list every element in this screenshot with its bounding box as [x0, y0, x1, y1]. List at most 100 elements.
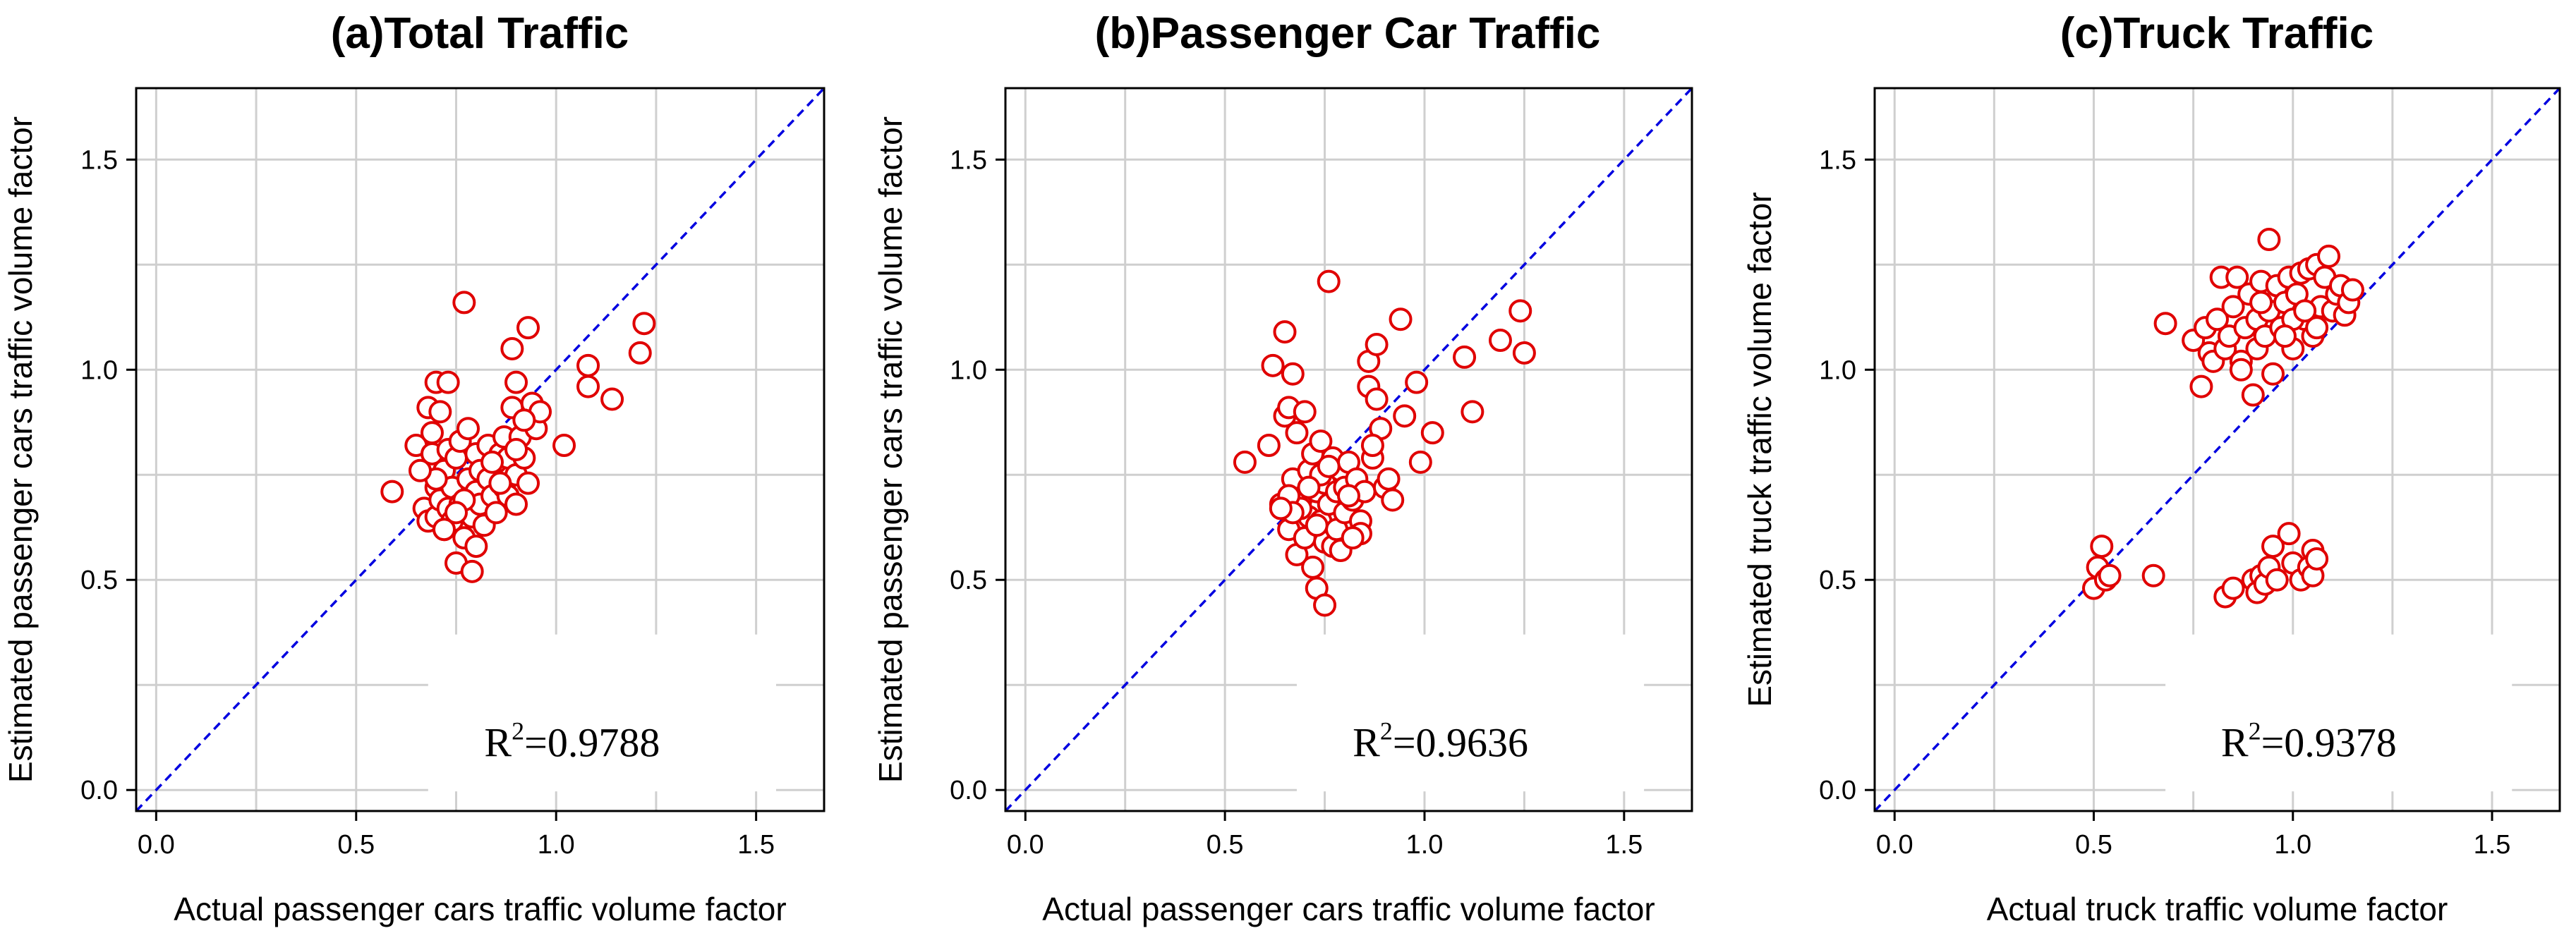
- r-value: =0.9788: [524, 720, 660, 766]
- data-point: [632, 312, 656, 336]
- r-value: =0.9636: [1393, 720, 1528, 766]
- data-point: [1301, 555, 1325, 579]
- y-tick-label: 1.0: [950, 355, 987, 385]
- x-tick-label: 1.0: [2274, 830, 2311, 860]
- chart-title: (c)Truck Traffic: [2060, 9, 2374, 58]
- x-axis-label: Actual passenger cars traffic volume fac…: [1042, 891, 1655, 927]
- x-tick-label: 1.5: [737, 830, 775, 860]
- r-symbol: R: [1353, 720, 1380, 766]
- y-tick-label: 1.0: [80, 355, 118, 385]
- data-point: [1233, 450, 1257, 474]
- data-point: [1389, 307, 1413, 331]
- data-point: [516, 471, 540, 495]
- data-point: [484, 501, 508, 525]
- y-tick-label: 0.0: [1819, 776, 1856, 805]
- data-point: [1360, 434, 1384, 458]
- r-squared-annotation: R2=0.9636: [1353, 717, 1528, 766]
- chart-title: (a)Total Traffic: [331, 9, 629, 58]
- data-point: [428, 400, 452, 424]
- y-tick-label: 0.0: [950, 776, 987, 805]
- chart-title: (b)Passenger Car Traffic: [1095, 9, 1601, 58]
- x-tick-label: 0.0: [1007, 830, 1044, 860]
- data-point: [1309, 429, 1333, 453]
- data-point: [444, 501, 468, 525]
- y-axis-label: Estimated truck traffic volume factor: [1741, 192, 1778, 707]
- chart-panel-2: 0.0 0.5 1.0 1.5 0.0 0.5 1.0 1.5 (b)Passenger Car…: [872, 9, 1693, 927]
- data-point: [460, 559, 484, 583]
- data-point: [2189, 374, 2213, 398]
- annotation-background: [1296, 634, 1645, 792]
- data-point: [452, 291, 476, 315]
- y-tick-label: 1.0: [1819, 355, 1856, 385]
- y-tick-label: 0.0: [80, 776, 118, 805]
- chart-panel-3: 0.0 0.5 1.0 1.5 0.0 0.5 1.0 1.5 (c)Truck Traffic…: [1741, 9, 2561, 927]
- data-point: [2305, 316, 2329, 340]
- data-points: [2081, 228, 2364, 609]
- data-point: [504, 370, 528, 394]
- x-axis-label: Actual truck traffic volume factor: [1987, 891, 2448, 927]
- data-point: [456, 417, 480, 441]
- data-point: [2317, 244, 2341, 268]
- data-point: [436, 370, 460, 394]
- x-tick-label: 0.0: [1876, 830, 1913, 860]
- data-point: [628, 341, 652, 365]
- y-tick-label: 0.5: [1819, 566, 1856, 595]
- data-point: [2265, 568, 2289, 592]
- data-point: [1453, 345, 1477, 369]
- data-point: [2206, 307, 2229, 331]
- data-point: [2241, 383, 2265, 407]
- data-point: [2340, 278, 2364, 302]
- data-point: [2277, 522, 2301, 546]
- x-tick-label: 1.5: [1605, 830, 1643, 860]
- data-point: [1293, 400, 1317, 424]
- data-point: [2293, 299, 2317, 323]
- x-axis-label: Actual passenger cars traffic volume fac…: [174, 891, 786, 927]
- data-point: [1305, 513, 1329, 537]
- r-symbol: R: [2221, 720, 2249, 766]
- data-point: [1508, 299, 1532, 323]
- data-point: [576, 374, 600, 398]
- x-tick-label: 1.0: [1406, 830, 1444, 860]
- data-point: [1381, 488, 1405, 512]
- y-tick-label: 1.5: [950, 145, 987, 175]
- data-point: [516, 316, 540, 340]
- y-tick-label: 1.5: [80, 145, 118, 175]
- data-points: [1233, 269, 1536, 617]
- data-point: [464, 535, 488, 559]
- data-point: [432, 518, 456, 542]
- y-tick-label: 0.5: [950, 566, 987, 595]
- data-point: [500, 336, 524, 360]
- data-point: [380, 480, 404, 504]
- reference-line: [1875, 88, 2560, 811]
- r-squared-annotation: R2=0.9378: [2221, 717, 2397, 766]
- y-axis-label: Estimated passenger cars traffic volume …: [2, 116, 39, 783]
- data-point: [1257, 434, 1281, 458]
- data-point: [2261, 362, 2285, 386]
- data-point: [552, 434, 576, 458]
- data-point: [2221, 295, 2245, 319]
- data-point: [1365, 387, 1389, 411]
- data-point: [2273, 324, 2297, 348]
- data-point: [600, 387, 624, 411]
- data-point: [2229, 358, 2253, 382]
- data-point: [1405, 370, 1429, 394]
- data-point: [2141, 563, 2165, 587]
- r-value: =0.9378: [2261, 720, 2397, 766]
- x-tick-label: 0.0: [138, 830, 175, 860]
- r-squared-annotation: R2=0.9788: [484, 717, 660, 766]
- data-point: [1365, 333, 1389, 357]
- data-point: [2098, 563, 2122, 587]
- data-point: [420, 421, 444, 445]
- data-point: [2257, 228, 2281, 252]
- data-point: [2261, 535, 2285, 559]
- data-point: [1285, 421, 1309, 445]
- data-point: [512, 408, 536, 432]
- data-point: [1269, 496, 1293, 520]
- data-points: [380, 291, 656, 583]
- data-point: [1341, 526, 1365, 550]
- data-point: [480, 450, 504, 474]
- x-tick-label: 0.5: [2075, 830, 2112, 860]
- data-point: [1281, 362, 1305, 386]
- data-point: [1377, 467, 1401, 491]
